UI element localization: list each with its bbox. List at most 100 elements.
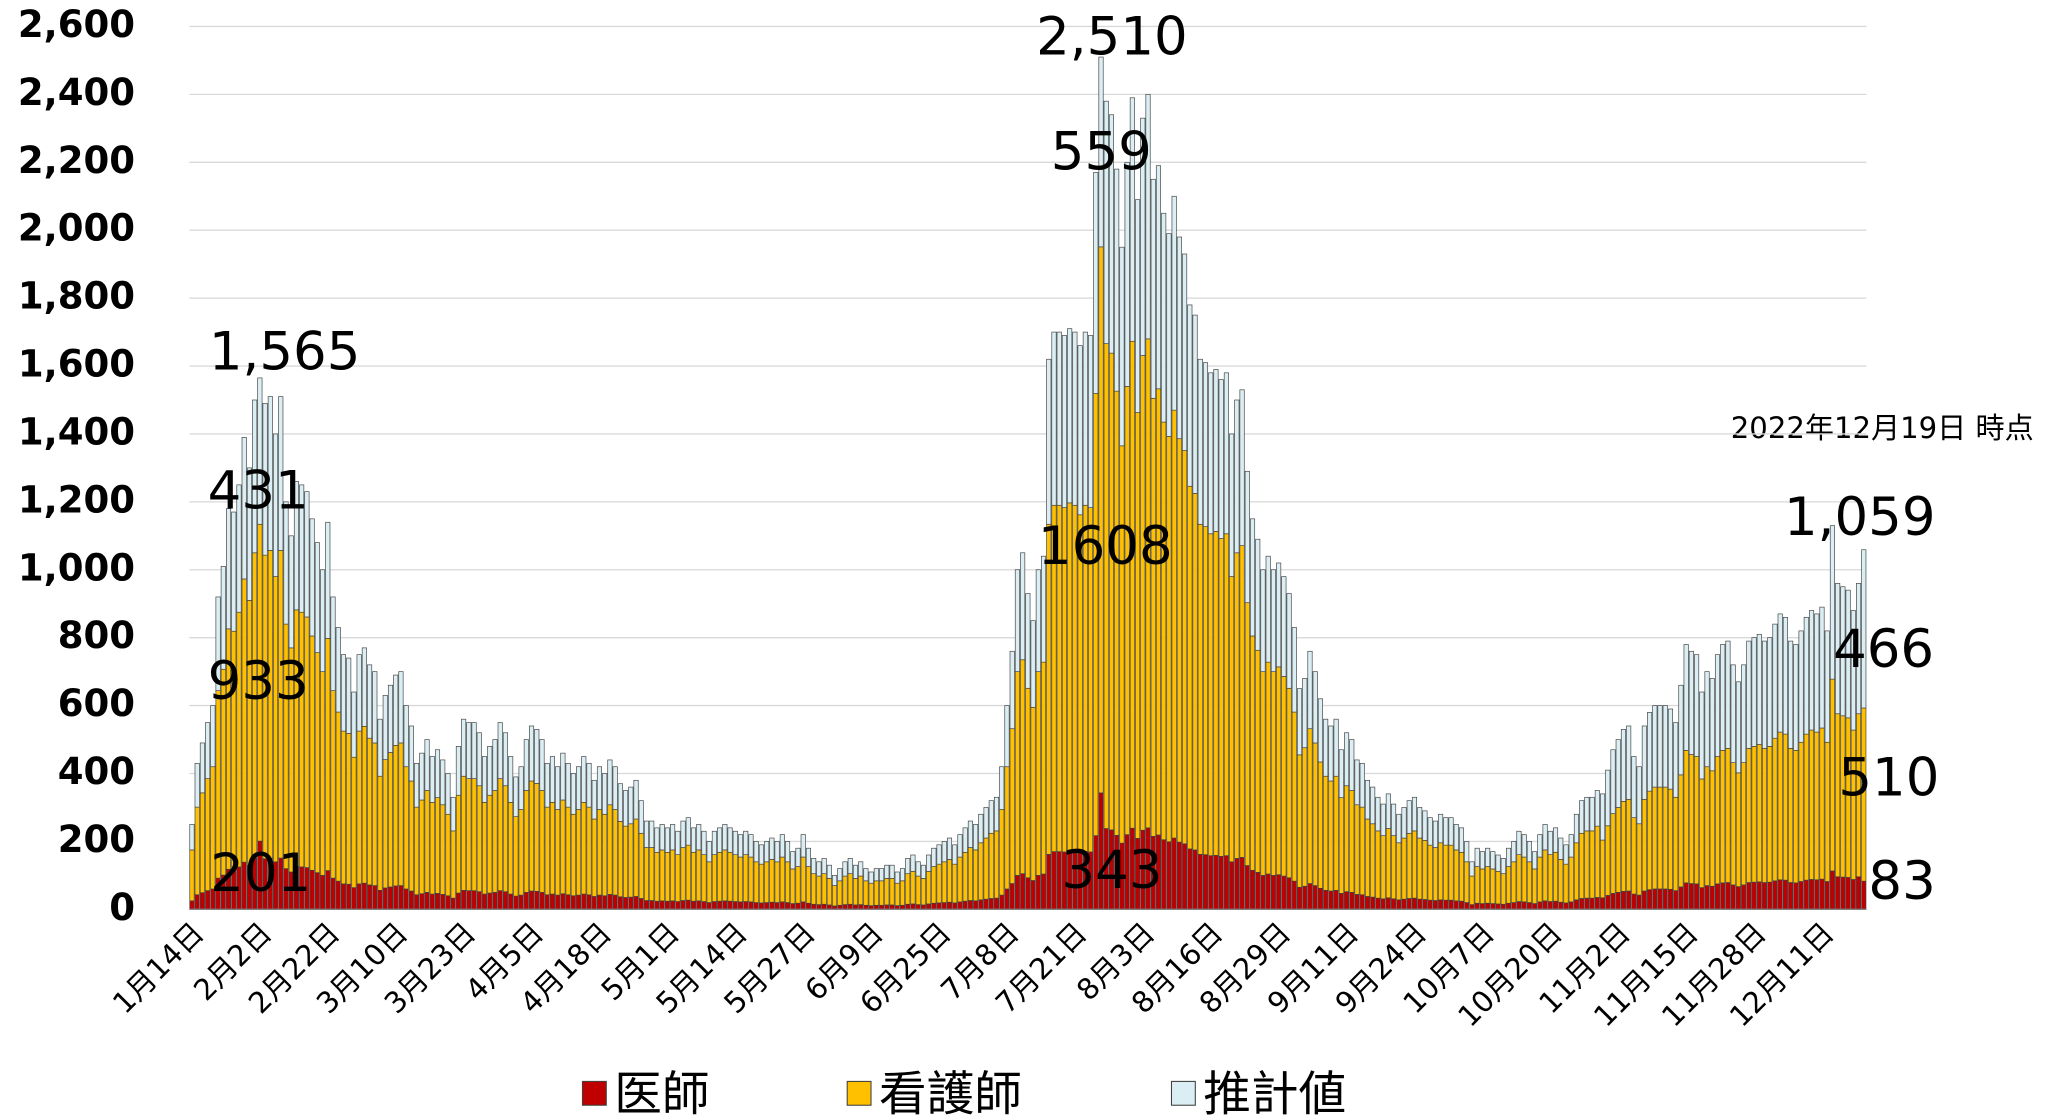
bar-segment (1589, 796, 1595, 832)
bar-segment (1229, 433, 1235, 577)
bar-segment (832, 885, 838, 907)
bar-segment (398, 742, 404, 886)
bar-segment (1631, 817, 1637, 895)
bar-segment (502, 732, 508, 787)
bar-segment (1438, 813, 1444, 844)
bar-segment (1218, 856, 1224, 910)
bar-segment (1265, 873, 1271, 910)
bar-segment (868, 871, 874, 884)
bar-segment (1218, 379, 1224, 539)
bar-segment (685, 817, 691, 846)
bar-segment (727, 851, 733, 902)
bar-segment (1135, 412, 1141, 839)
bar-segment (455, 892, 461, 910)
bar-segment (1688, 883, 1694, 910)
bar-segment (1741, 762, 1747, 886)
bar-segment (696, 849, 702, 902)
bar-segment (1521, 834, 1527, 858)
bar-segment (1704, 885, 1710, 910)
bar-segment (309, 635, 315, 871)
bar-segment (936, 844, 942, 865)
bar-segment (1788, 748, 1794, 883)
bar-segment (905, 903, 911, 910)
bar-segment (555, 894, 561, 910)
bar-segment (1349, 739, 1355, 791)
bar-segment (1605, 825, 1611, 896)
bar-segment (377, 889, 383, 910)
bar-segment (1364, 779, 1370, 820)
bar-segment (1563, 844, 1569, 865)
bar-segment (419, 799, 425, 895)
bar-segment (941, 841, 947, 863)
bar-segment (340, 654, 346, 732)
bar-segment (1516, 830, 1522, 855)
bar-segment (1108, 114, 1114, 354)
bar-segment (701, 830, 707, 855)
bar-segment (570, 813, 576, 897)
bar-segment (1814, 613, 1820, 733)
bar-segment (518, 766, 524, 810)
bar-segment (670, 849, 676, 902)
bar-segment (325, 638, 331, 871)
bar-segment (1735, 681, 1741, 774)
bar-segment (1223, 372, 1229, 535)
bar-segment (1856, 583, 1862, 715)
data-label: 431 (208, 460, 309, 521)
bar-segment (523, 739, 529, 791)
bar-segment (1375, 830, 1381, 899)
bar-segment (1537, 834, 1543, 858)
bar-segment (367, 737, 373, 886)
bar-segment (1500, 858, 1506, 875)
bar-segment (664, 900, 670, 910)
bar-segment (502, 785, 508, 893)
bar-segment (1610, 893, 1616, 910)
y-tick-label: 200 (58, 818, 135, 861)
bar-segment (1772, 623, 1778, 739)
bar-segment (1202, 526, 1209, 855)
bar-segment (910, 870, 916, 905)
y-tick-label: 1,600 (18, 343, 135, 386)
bar-segment (576, 894, 582, 910)
bar-segment (231, 511, 237, 632)
bar-segment (852, 904, 858, 910)
bar-segment (664, 851, 670, 902)
bar-segment (1427, 844, 1433, 901)
bar-segment (1568, 834, 1574, 858)
bar-segment (408, 780, 414, 892)
bar-segment (466, 890, 472, 910)
bar-segment (643, 820, 650, 848)
bar-segment (1014, 875, 1020, 910)
bar-segment (1364, 818, 1370, 897)
bar-segment (957, 834, 963, 858)
bar-segment (696, 824, 702, 851)
bar-segment (649, 820, 655, 848)
bar-segment (1406, 898, 1412, 910)
bar-segment (926, 854, 932, 872)
bar-segment (1521, 856, 1527, 903)
bar-segment (1756, 633, 1762, 745)
bar-segment (529, 780, 535, 892)
bar-segment (544, 894, 550, 910)
bar-segment (988, 898, 994, 910)
bar-segment (586, 806, 592, 896)
bar-segment (858, 861, 864, 877)
bar-segment (476, 785, 482, 893)
bar-segment (565, 806, 571, 896)
bar-segment (1098, 56, 1104, 248)
bar-segment (194, 894, 200, 910)
y-tick-label: 800 (58, 614, 135, 657)
bar-segment (743, 830, 749, 855)
bar-segment (1307, 728, 1313, 884)
bar-segment (1458, 827, 1465, 853)
bar-segment (910, 854, 916, 872)
bar-segment (1474, 866, 1480, 904)
bar-segment (236, 484, 242, 613)
bar-segment (1814, 879, 1820, 910)
bar-segment (1579, 800, 1585, 834)
bar-segment (1657, 705, 1663, 788)
bar-segment (351, 887, 357, 910)
bar-segment (1547, 830, 1553, 855)
bar-segment (429, 802, 435, 895)
bar-segment (607, 894, 613, 910)
bar-segment (1244, 865, 1250, 910)
